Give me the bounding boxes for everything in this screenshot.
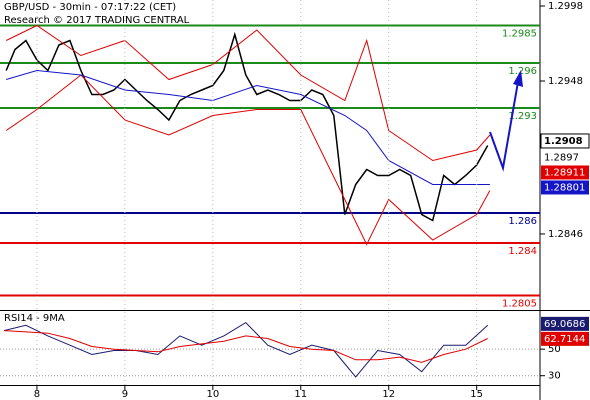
y-tick-label: 1.2948 — [548, 76, 583, 87]
price-marker-label: 1.28911 — [544, 167, 585, 178]
x-tick-label: 9 — [122, 389, 128, 400]
series-line — [6, 69, 490, 185]
x-tick-label: 8 — [34, 389, 40, 400]
price-marker — [541, 165, 589, 180]
level-label: 1.296 — [508, 66, 537, 77]
level-label: 1.293 — [508, 111, 537, 122]
price-marker-label: 69.0686 — [544, 319, 585, 330]
price-marker — [541, 180, 589, 195]
price-marker — [540, 133, 590, 149]
series-line — [3, 321, 489, 378]
y-tick-label: 30 — [548, 371, 561, 382]
price-marker-label: 1.2897 — [544, 152, 579, 163]
level-label: 1.284 — [508, 246, 537, 257]
level-label: 1.2985 — [502, 28, 537, 39]
level-label: 1.2805 — [502, 298, 537, 309]
y-tick-label: 1.2846 — [548, 229, 583, 240]
y-tick-label: 50 — [548, 344, 561, 355]
level-label: 1.286 — [508, 216, 537, 227]
series-line — [5, 24, 491, 162]
rsi-title: RSI14 - 9MA — [4, 313, 65, 324]
price-marker — [541, 331, 589, 346]
chart-title: GBP/USD - 30min - 07:17:22 (CET) — [4, 2, 176, 13]
price-marker-label: 1.2908 — [544, 136, 583, 147]
forecast-arrow-head — [513, 70, 523, 87]
price-marker-label: 62.7144 — [544, 334, 585, 345]
x-tick-label: 12 — [382, 389, 395, 400]
series-line — [3, 330, 488, 363]
x-tick-label: 10 — [206, 389, 219, 400]
y-tick-label: 1.2998 — [548, 1, 583, 12]
x-tick-label: 11 — [294, 389, 307, 400]
price-marker-label: 1.28801 — [544, 182, 585, 193]
chart-subtitle: Research © 2017 TRADING CENTRAL — [4, 15, 190, 26]
x-tick-label: 15 — [470, 389, 483, 400]
series-line — [5, 74, 491, 246]
forecast-arrow — [489, 81, 519, 172]
price-marker — [541, 316, 589, 331]
